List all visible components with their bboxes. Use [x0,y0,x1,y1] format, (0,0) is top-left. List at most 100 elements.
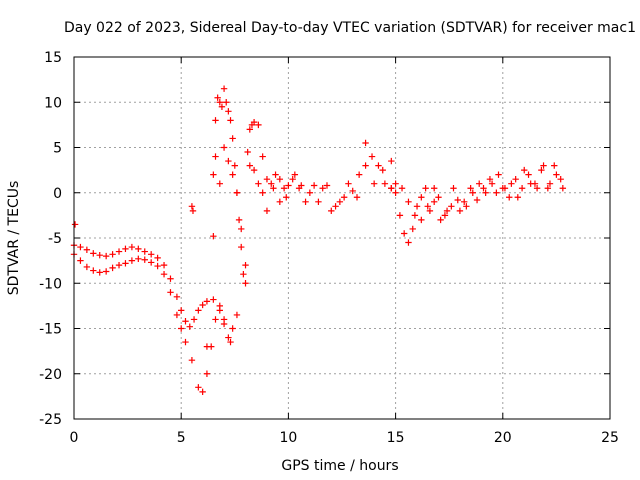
data-point [188,203,196,210]
series-track-b [70,251,234,396]
data-point [426,207,434,215]
data-point [276,198,284,205]
data-point [450,185,457,192]
data-point [289,175,296,183]
y-tick-label: 10 [44,95,62,111]
x-tick-label: 15 [387,430,405,446]
data-point [486,175,494,183]
data-point [418,194,425,201]
data-point [355,171,363,178]
data-point [231,162,238,169]
data-point [182,338,189,346]
series-track-e [388,162,564,246]
data-point [167,289,174,296]
data-point [167,275,174,282]
data-point [379,166,386,174]
data-point [244,148,251,156]
data-point [559,185,567,192]
data-point [362,162,369,169]
data-point [553,171,560,178]
data-point [413,203,421,210]
x-tick-label: 5 [177,430,186,446]
data-point [173,311,181,319]
data-point [147,251,155,258]
series-track-f [392,162,567,224]
data-point [418,216,425,224]
data-point [493,189,500,196]
series-track-c [210,85,395,287]
data-point [122,260,129,267]
data-point [424,203,431,210]
data-point [173,293,181,301]
data-point [280,185,288,192]
data-point [437,216,444,224]
data-point [250,166,258,174]
data-point [370,180,378,187]
data-point [392,189,399,196]
data-point [188,356,196,364]
chart-title: Day 022 of 2023, Sidereal Day-to-day VTE… [64,20,636,36]
data-point [323,182,331,189]
data-point [216,180,223,187]
data-point [336,198,344,205]
data-point [276,175,284,183]
data-point [473,196,481,204]
data-point [212,117,219,124]
x-tick-label: 20 [494,430,512,446]
data-point [302,198,309,205]
y-tick-labels: -25 -20 -15 -10 -5 0 5 10 15 [39,50,62,428]
data-point [115,261,123,269]
data-point [411,212,419,219]
data-point [182,318,189,325]
y-tick-label: -15 [39,322,62,338]
data-point [71,221,79,228]
data-point [388,185,395,192]
data-point [400,230,408,237]
data-point [518,185,526,192]
data-point [405,239,412,246]
data-point [225,157,232,165]
data-point [430,198,438,205]
data-point [203,298,211,305]
data-point [392,180,399,187]
x-axis-title: GPS time / hours [281,458,398,474]
y-tick-label: -5 [48,231,62,247]
data-point [141,248,148,255]
data-point [463,203,470,210]
data-point [525,171,532,178]
y-tick-label: 0 [53,186,62,202]
data-point [203,343,211,350]
data-point [306,189,314,196]
x-tick-label: 0 [70,430,79,446]
data-point [229,325,236,332]
data-point [345,180,352,187]
x-tick-label: 10 [279,430,297,446]
data-point [443,207,451,215]
data-point [368,153,376,160]
data-point [441,212,449,219]
data-point [263,207,271,215]
data-point [154,254,161,262]
data-point [227,338,234,346]
data-point [216,99,223,106]
data-point [220,144,228,151]
data-point [396,212,404,219]
data-point [540,162,547,169]
data-point [189,207,197,215]
data-point [501,185,509,192]
data-point [212,153,219,160]
data-point [83,246,91,253]
data-point [328,207,335,215]
axis-ticks [73,56,611,420]
data-point [250,118,258,126]
data-point [461,198,468,205]
data-point [551,162,558,169]
y-tick-label: -25 [39,412,62,428]
data-point [448,203,455,210]
data-point [246,126,254,133]
data-point [90,267,97,274]
data-point [83,263,91,271]
data-point [476,180,483,187]
data-point [285,182,292,189]
